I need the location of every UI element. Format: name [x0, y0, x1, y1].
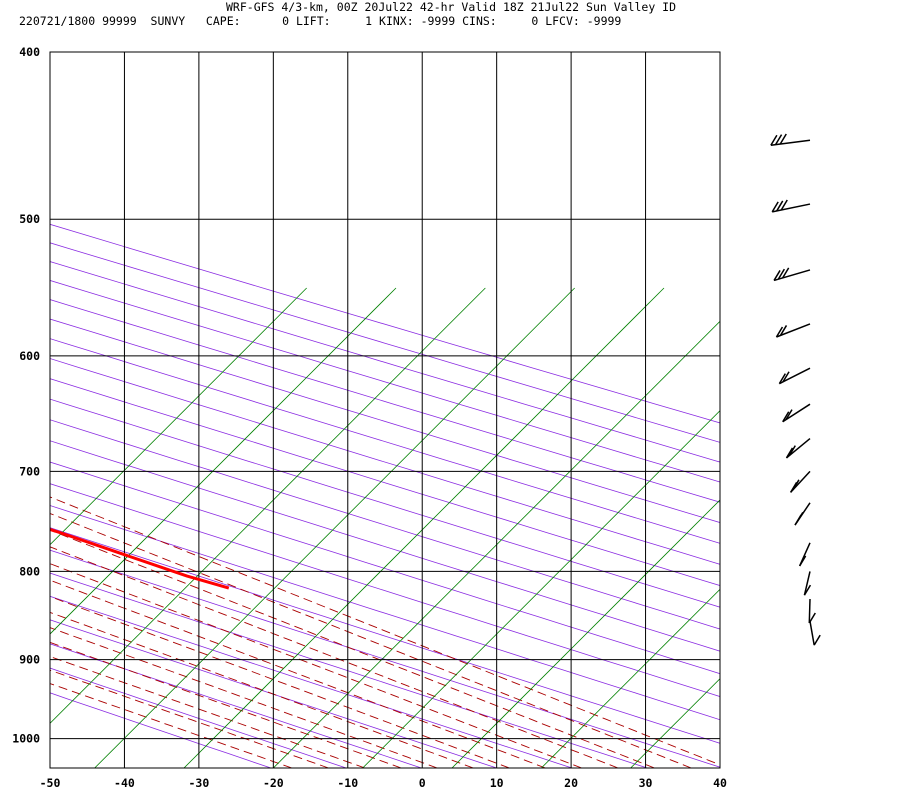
guide-line-green [183, 287, 665, 768]
guide-line-green [859, 288, 900, 800]
x-tick-labels: -50 -40 -30 -20 -10 0 10 20 30 40 [40, 776, 727, 790]
y-tick-label: 500 [19, 212, 40, 226]
wind-barb [803, 571, 812, 596]
temperature-profile [50, 527, 230, 590]
dry-adiabat-line [50, 619, 497, 768]
x-tick-label: -10 [337, 776, 358, 790]
x-tick-label: -30 [188, 776, 209, 790]
guide-line-green [272, 320, 720, 768]
y-tick-label: 400 [19, 45, 40, 59]
dry-adiabat-line [50, 667, 347, 768]
y-tick-labels: 400 500 600 700 800 900 1000 [12, 45, 40, 746]
moist-adiabat-line [50, 563, 582, 768]
wind-barb [778, 367, 811, 385]
grid-lines [49, 51, 721, 768]
x-tick-label: -50 [40, 776, 61, 790]
y-tick-label: 1000 [12, 732, 40, 746]
dry-adiabat-line [50, 549, 720, 768]
dry-adiabat-line [50, 280, 720, 483]
y-tick-label: 900 [19, 653, 40, 667]
chart-header: WRF-GFS 4/3-km, 00Z 20Jul22 42-hr Valid … [0, 0, 900, 34]
guide-line-green [362, 410, 720, 768]
moist-adiabat-line [50, 641, 402, 768]
dry-adiabat-line [50, 223, 720, 424]
dry-adiabat-line [50, 299, 720, 503]
x-tick-label: 40 [713, 776, 727, 790]
guide-line-green [451, 499, 720, 768]
dry-adiabat-line [50, 419, 720, 630]
moist-adiabat-line [50, 496, 720, 766]
dry-adiabat-line [50, 505, 720, 721]
guide-line-green [719, 767, 720, 768]
wind-barb [809, 621, 821, 646]
wind-barb [771, 199, 811, 213]
wind-barb [789, 470, 811, 493]
dry-adiabat-line [50, 483, 720, 697]
dry-adiabat-line [50, 643, 422, 768]
moist-adiabat-line [50, 596, 510, 768]
moist-adiabat-line [50, 656, 366, 768]
background-guides [50, 223, 900, 800]
moist-adiabat-line [50, 669, 329, 768]
wind-barb [773, 267, 811, 282]
dry-adiabat-line [50, 242, 720, 443]
x-tick-label: 0 [419, 776, 426, 790]
x-tick-label: 10 [490, 776, 504, 790]
guide-line-green [630, 678, 720, 768]
dry-adiabat-line [50, 692, 272, 768]
guide-line-green [94, 287, 575, 768]
moist-adiabat-line [50, 546, 619, 768]
moist-adiabat-line [50, 512, 692, 768]
moist-adiabat-line [50, 683, 293, 768]
x-tick-label: -20 [263, 776, 284, 790]
dry-adiabat-line [50, 318, 720, 523]
y-tick-label: 800 [19, 564, 40, 578]
dry-adiabat-line [50, 338, 720, 544]
dry-adiabat-line [50, 378, 720, 586]
y-tick-label: 700 [19, 464, 40, 478]
wind-barb [770, 133, 811, 146]
moist-adiabat-line [50, 627, 438, 768]
x-tick-label: 30 [639, 776, 653, 790]
guide-line-green [50, 287, 307, 546]
wind-barb [798, 542, 811, 567]
wind-barbs [770, 133, 821, 646]
dry-adiabat-line [50, 595, 573, 768]
wind-barb [775, 323, 811, 338]
dry-adiabat-line [50, 527, 720, 744]
plot-frame [49, 51, 721, 769]
guide-line-green [50, 287, 397, 635]
dry-adiabat-line [50, 261, 720, 463]
guide-line-green [540, 588, 720, 768]
guide-line-green [50, 287, 486, 724]
wind-barb [794, 502, 811, 526]
moist-adiabat-line [50, 529, 655, 768]
moist-adiabat-line [50, 611, 474, 768]
guide-line-green [769, 288, 900, 800]
y-tick-label: 600 [19, 349, 40, 363]
x-tick-label: -40 [114, 776, 135, 790]
x-tick-label: 20 [564, 776, 578, 790]
dry-adiabat-line [50, 358, 720, 565]
dry-adiabat-line [50, 440, 720, 652]
dry-adiabat-line [50, 461, 720, 675]
wind-barb [808, 598, 816, 624]
moist-adiabat-line [50, 579, 546, 768]
wind-barb [782, 403, 811, 423]
chart-title: WRF-GFS 4/3-km, 00Z 20Jul22 42-hr Valid … [226, 0, 677, 14]
sounding-indices: 220721/1800 99999 SUNVY CAPE: 0 LIFT: 1 … [19, 14, 622, 28]
wind-barb [785, 437, 811, 459]
dry-adiabat-line [50, 572, 648, 768]
dry-adiabat-line [50, 398, 720, 608]
sounding-series [50, 527, 230, 590]
